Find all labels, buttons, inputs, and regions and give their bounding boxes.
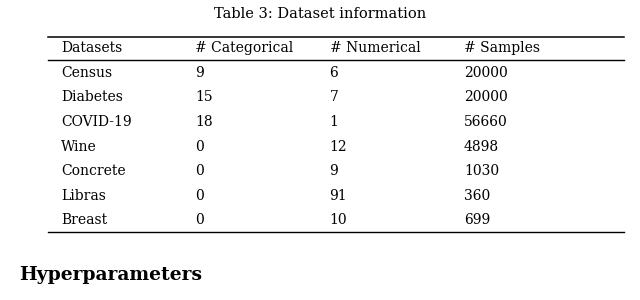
Text: 6: 6	[330, 66, 339, 80]
Text: Census: Census	[61, 66, 112, 80]
Text: Libras: Libras	[61, 189, 106, 203]
Text: # Samples: # Samples	[464, 41, 540, 55]
Text: 9: 9	[330, 164, 339, 178]
Text: 91: 91	[330, 189, 348, 203]
Text: 360: 360	[464, 189, 490, 203]
Text: 9: 9	[195, 66, 204, 80]
Text: 0: 0	[195, 189, 204, 203]
Text: 4898: 4898	[464, 140, 499, 154]
Text: Diabetes: Diabetes	[61, 90, 123, 104]
Text: # Categorical: # Categorical	[195, 41, 294, 55]
Text: 1: 1	[330, 115, 339, 129]
Text: 20000: 20000	[464, 90, 508, 104]
Text: Datasets: Datasets	[61, 41, 122, 55]
Text: 12: 12	[330, 140, 348, 154]
Text: COVID-19: COVID-19	[61, 115, 131, 129]
Text: 699: 699	[464, 213, 490, 227]
Text: Wine: Wine	[61, 140, 97, 154]
Text: 10: 10	[330, 213, 348, 227]
Text: 1030: 1030	[464, 164, 499, 178]
Text: 20000: 20000	[464, 66, 508, 80]
Text: 18: 18	[195, 115, 213, 129]
Text: Concrete: Concrete	[61, 164, 125, 178]
Text: Hyperparameters: Hyperparameters	[19, 266, 202, 284]
Text: 7: 7	[330, 90, 339, 104]
Text: 0: 0	[195, 164, 204, 178]
Text: 0: 0	[195, 213, 204, 227]
Text: 56660: 56660	[464, 115, 508, 129]
Text: Table 3: Dataset information: Table 3: Dataset information	[214, 8, 426, 22]
Text: 0: 0	[195, 140, 204, 154]
Text: Breast: Breast	[61, 213, 107, 227]
Text: 15: 15	[195, 90, 213, 104]
Text: # Numerical: # Numerical	[330, 41, 420, 55]
